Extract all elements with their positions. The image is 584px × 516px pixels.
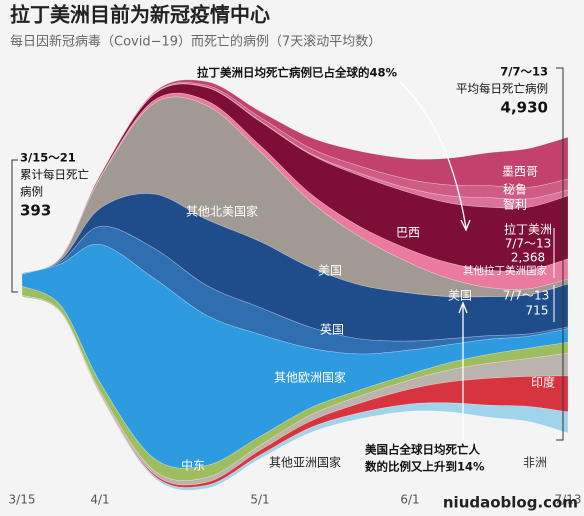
total-annotation: 7/7～13 平均每日死亡病例 4,930 <box>456 65 564 441</box>
series-label: 其他亚洲国家 <box>269 455 341 470</box>
annotation-text: 平均每日死亡病例 <box>456 82 548 96</box>
us-annotation: 7/7～13 715 <box>503 285 555 322</box>
x-tick-label: 4/1 <box>90 493 109 507</box>
x-tick-label: 5/1 <box>250 493 269 507</box>
us-share-annotation: 美国占全球日均死亡人 数的比例又上升到14% <box>365 301 485 474</box>
series-label: 印度 <box>531 375 555 390</box>
series-label: 其他拉丁美洲国家 <box>463 264 547 277</box>
annotation-value: 393 <box>20 202 51 220</box>
bracket <box>556 67 564 441</box>
x-axis: 3/15 4/1 5/1 6/1 7/13 <box>9 493 582 507</box>
stream-area <box>21 296 569 488</box>
stream-areas <box>21 79 569 491</box>
arrow-head <box>460 219 471 232</box>
annotation-text: 病例 <box>20 185 43 199</box>
chart-subtitle: 每日因新冠病毒（Covid−19）而死亡的病例（7天滚动平均数） <box>10 34 381 50</box>
annotation-text: 累计每日死亡 <box>20 168 89 182</box>
series-label: 巴西 <box>396 226 420 240</box>
series-label: 墨西哥 <box>502 165 538 179</box>
annotation-text: 美国占全球日均死亡人 <box>365 443 480 457</box>
annotation-text: 7/7～13 <box>503 289 550 303</box>
watermark: niudaoblog.com <box>443 494 578 512</box>
series-label: 英国 <box>320 323 344 337</box>
latin-share-annotation: 拉丁美洲日均死亡病例已占全球的48% <box>197 66 471 232</box>
series-label: 其他北美国家 <box>186 204 258 219</box>
series-label: 智利 <box>503 197 527 212</box>
chart-title: 拉丁美洲目前为新冠疫情中心 <box>10 3 270 27</box>
annotation-text: 拉丁美洲 <box>504 222 552 237</box>
series-label: 美国 <box>448 289 472 303</box>
latin-annotation: 拉丁美洲 7/7～13 2,368 <box>504 222 555 278</box>
x-tick-label: 7/13 <box>555 493 582 507</box>
series-label: 中东 <box>181 458 205 473</box>
annotation-text: 拉丁美洲日均死亡病例已占全球的48% <box>197 66 398 80</box>
annotation-text: 7/7～13 <box>505 237 552 251</box>
annotation-value: 2,368 <box>511 251 545 265</box>
arrow-head <box>458 301 468 314</box>
annotation-value: 715 <box>526 304 549 318</box>
series-label: 其他欧洲国家 <box>274 370 346 385</box>
annotation-text: 数的比例又上升到14% <box>365 460 485 474</box>
series-label: 非洲 <box>523 456 547 470</box>
annotation-value: 4,930 <box>501 99 548 117</box>
x-tick-label: 3/15 <box>9 493 36 507</box>
annotation-text: 7/7～13 <box>500 65 548 79</box>
series-label: 秘鲁 <box>503 183 527 197</box>
annotation-text: 3/15～21 <box>20 151 76 165</box>
start-annotation: 3/15～21 累计每日死亡 病例 393 <box>11 151 89 293</box>
x-tick-label: 6/1 <box>400 493 419 507</box>
stream-area <box>21 296 569 491</box>
series-label: 美国 <box>318 264 342 278</box>
bracket <box>11 159 18 293</box>
arrow <box>399 81 467 229</box>
